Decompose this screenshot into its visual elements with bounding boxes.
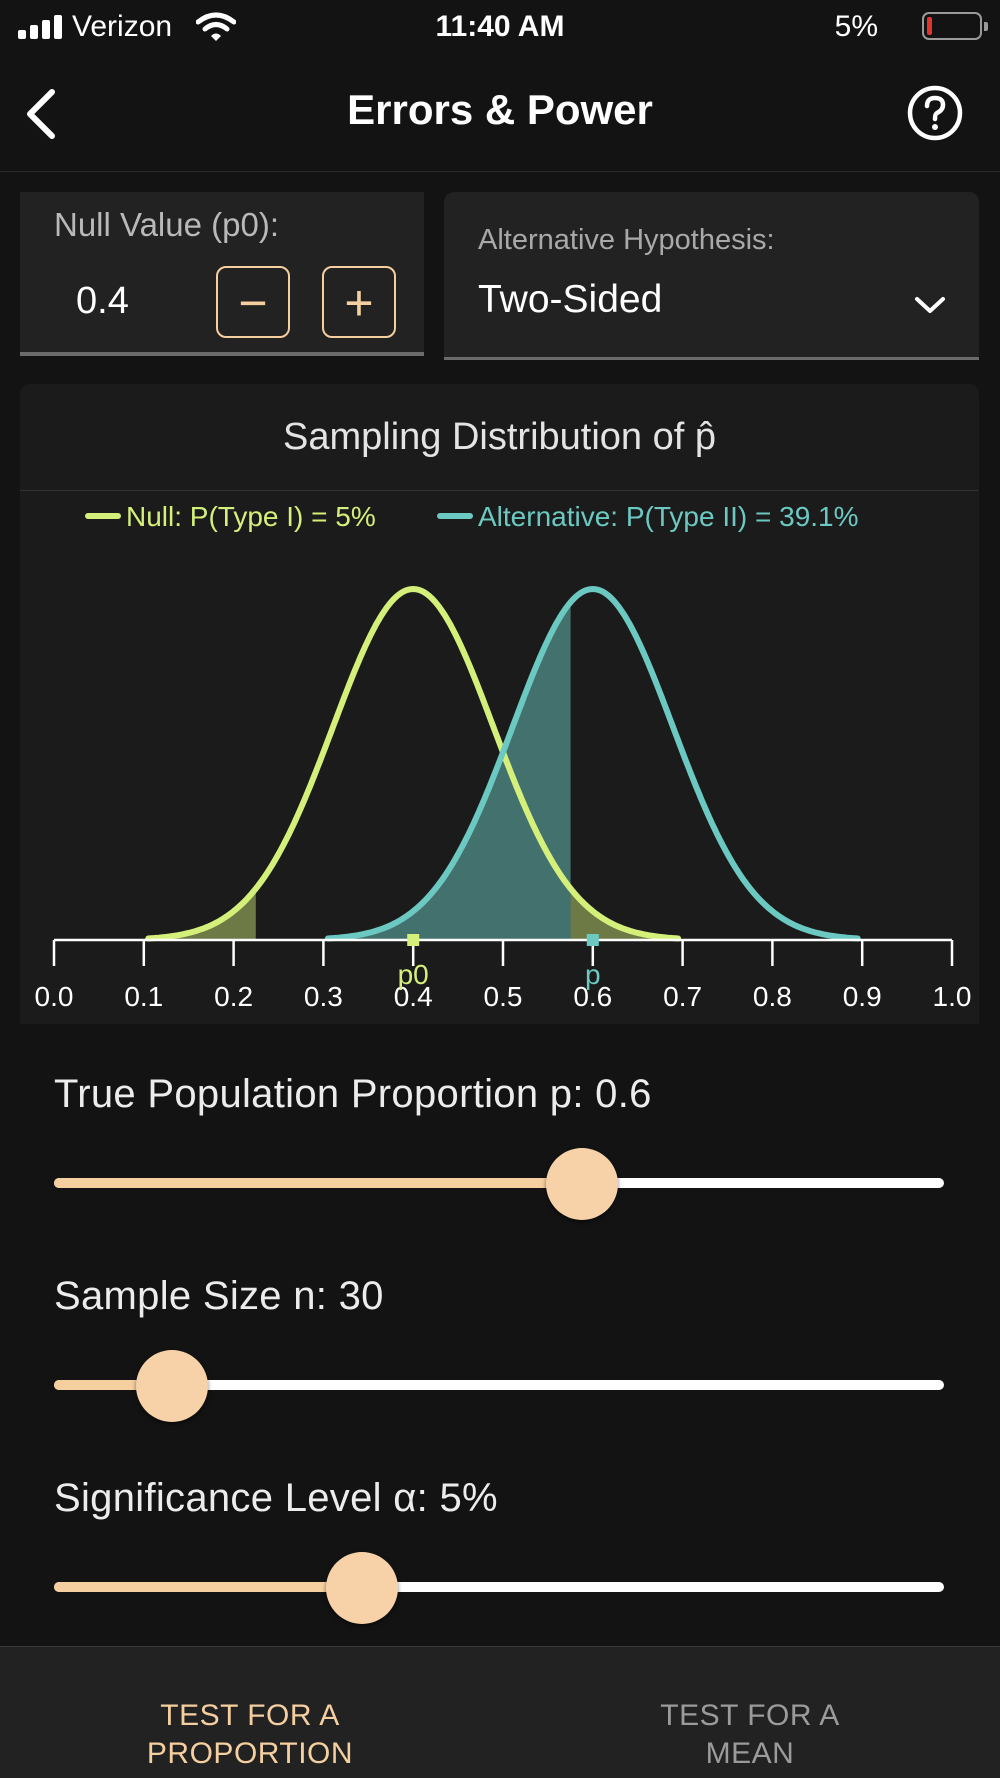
question-circle-icon[interactable] xyxy=(906,84,964,142)
tab-label: TEST FOR A PROPORTION xyxy=(146,1699,354,1770)
x-tick-label: 0.2 xyxy=(214,981,253,1012)
chart-divider xyxy=(20,490,979,491)
legend-label: Alternative: P(Type II) = 39.1% xyxy=(478,501,859,532)
slider-fill xyxy=(54,1380,173,1390)
tab-test-for-proportion[interactable]: TEST FOR A PROPORTION xyxy=(0,1647,500,1778)
battery-percent: 5% xyxy=(834,10,878,43)
tab-test-for-mean[interactable]: TEST FOR A MEAN xyxy=(500,1647,1000,1778)
slider-thumb[interactable] xyxy=(545,1148,618,1220)
marker-label-p: p xyxy=(585,959,601,990)
x-tick-label: 0.9 xyxy=(843,981,882,1012)
carrier-name: Verizon xyxy=(72,10,173,43)
plus-icon: + xyxy=(344,275,374,331)
x-tick-label: 1.0 xyxy=(933,981,972,1012)
significance-slider[interactable] xyxy=(54,1552,944,1624)
slider-track xyxy=(54,1380,944,1390)
marker-label-p0: p0 xyxy=(398,959,429,990)
proportion-slider[interactable] xyxy=(54,1148,944,1220)
slider-thumb[interactable] xyxy=(325,1552,398,1624)
tab-bar: TEST FOR A PROPORTION TEST FOR A MEAN xyxy=(0,1646,1000,1778)
minus-icon: − xyxy=(238,275,268,331)
sample-size-slider-label: Sample Size n: 30 xyxy=(54,1274,384,1318)
type-i-error-right-tail xyxy=(570,888,679,940)
page-title: Errors & Power xyxy=(347,86,653,133)
chart-title: Sampling Distribution of p̂ xyxy=(283,416,716,458)
x-tick-label: 0.5 xyxy=(484,981,523,1012)
clock: 11:40 AM xyxy=(435,10,565,43)
sample-size-slider[interactable] xyxy=(54,1350,944,1422)
slider-thumb[interactable] xyxy=(136,1350,209,1422)
significance-slider-label: Significance Level α: 5% xyxy=(54,1476,498,1520)
decrement-button[interactable]: − xyxy=(216,266,290,338)
null-value-field[interactable]: 0.4 xyxy=(76,280,129,322)
wifi-icon xyxy=(196,12,236,41)
status-bar: Verizon 11:40 AM 5% xyxy=(0,0,1000,56)
type-i-error-left-tail xyxy=(148,888,256,940)
type-ii-error-area xyxy=(327,602,571,940)
slider-fill xyxy=(54,1178,582,1188)
x-tick-label: 0.7 xyxy=(663,981,702,1012)
null-value-label: Null Value (p0): xyxy=(54,206,279,243)
chart-panel: Sampling Distribution of p̂ 0.0 0.1 0.2 0.3… xyxy=(20,384,979,1024)
alternative-distribution-curve xyxy=(324,585,861,942)
sampling-distribution-chart: 0.0 0.1 0.2 0.3 0.4 0.5 0.6 0.7 0.8 0.9 1.0 p0 p Null… xyxy=(35,501,972,1012)
slider-fill xyxy=(54,1582,362,1592)
legend-label: Null: P(Type I) = 5% xyxy=(126,501,376,532)
null-distribution-curve xyxy=(145,585,682,942)
null-value-control: Null Value (p0): 0.4 − + xyxy=(20,192,424,356)
marker-p xyxy=(586,934,599,946)
x-tick-label: 0.6 xyxy=(573,981,612,1012)
x-tick-label: 0.0 xyxy=(35,981,74,1012)
signal-icon xyxy=(18,15,64,39)
proportion-slider-label: True Population Proportion p: 0.6 xyxy=(54,1072,652,1116)
marker-p0 xyxy=(407,934,420,946)
slider-track xyxy=(54,1582,944,1592)
chevron-left-icon[interactable] xyxy=(18,86,68,142)
alternative-hypothesis-select[interactable]: Alternative Hypothesis: Two-Sided xyxy=(444,192,979,360)
chevron-down-icon xyxy=(915,297,945,313)
alternative-hypothesis-label: Alternative Hypothesis: xyxy=(478,224,775,256)
nav-bar: Errors & Power xyxy=(0,56,1000,172)
alternative-hypothesis-value: Two-Sided xyxy=(478,278,663,321)
x-tick-label: 0.4 xyxy=(394,981,433,1012)
x-tick-label: 0.3 xyxy=(304,981,343,1012)
x-tick-label: 0.1 xyxy=(124,981,163,1012)
tab-label: TEST FOR A MEAN xyxy=(660,1699,840,1770)
x-tick-label: 0.8 xyxy=(753,981,792,1012)
battery-icon xyxy=(922,12,988,40)
increment-button[interactable]: + xyxy=(322,266,396,338)
